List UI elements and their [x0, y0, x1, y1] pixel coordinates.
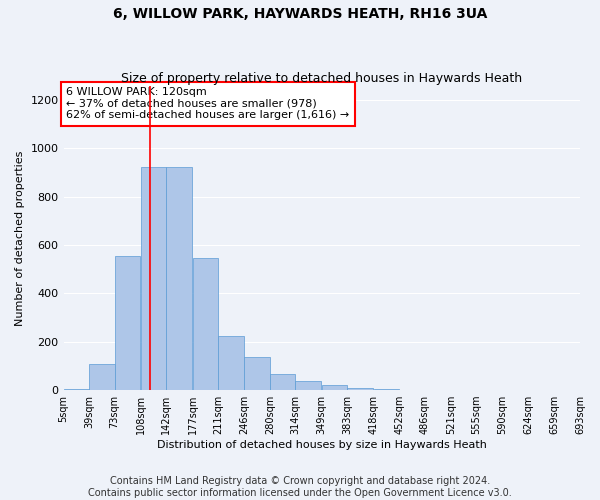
Text: Contains HM Land Registry data © Crown copyright and database right 2024.
Contai: Contains HM Land Registry data © Crown c…: [88, 476, 512, 498]
Bar: [64, 389, 89, 390]
Bar: [218, 336, 244, 390]
Text: 6 WILLOW PARK: 120sqm
← 37% of detached houses are smaller (978)
62% of semi-det: 6 WILLOW PARK: 120sqm ← 37% of detached …: [66, 87, 349, 120]
Bar: [244, 358, 270, 390]
Bar: [295, 381, 321, 390]
Title: Size of property relative to detached houses in Haywards Heath: Size of property relative to detached ho…: [121, 72, 523, 85]
X-axis label: Distribution of detached houses by size in Haywards Heath: Distribution of detached houses by size …: [157, 440, 487, 450]
Bar: [115, 256, 140, 390]
Bar: [141, 166, 166, 390]
Bar: [270, 374, 295, 390]
Y-axis label: Number of detached properties: Number of detached properties: [15, 150, 25, 326]
Bar: [89, 364, 115, 390]
Bar: [322, 386, 347, 390]
Bar: [193, 258, 218, 390]
Bar: [347, 388, 373, 390]
Bar: [374, 389, 399, 390]
Text: 6, WILLOW PARK, HAYWARDS HEATH, RH16 3UA: 6, WILLOW PARK, HAYWARDS HEATH, RH16 3UA: [113, 8, 487, 22]
Bar: [166, 166, 192, 390]
